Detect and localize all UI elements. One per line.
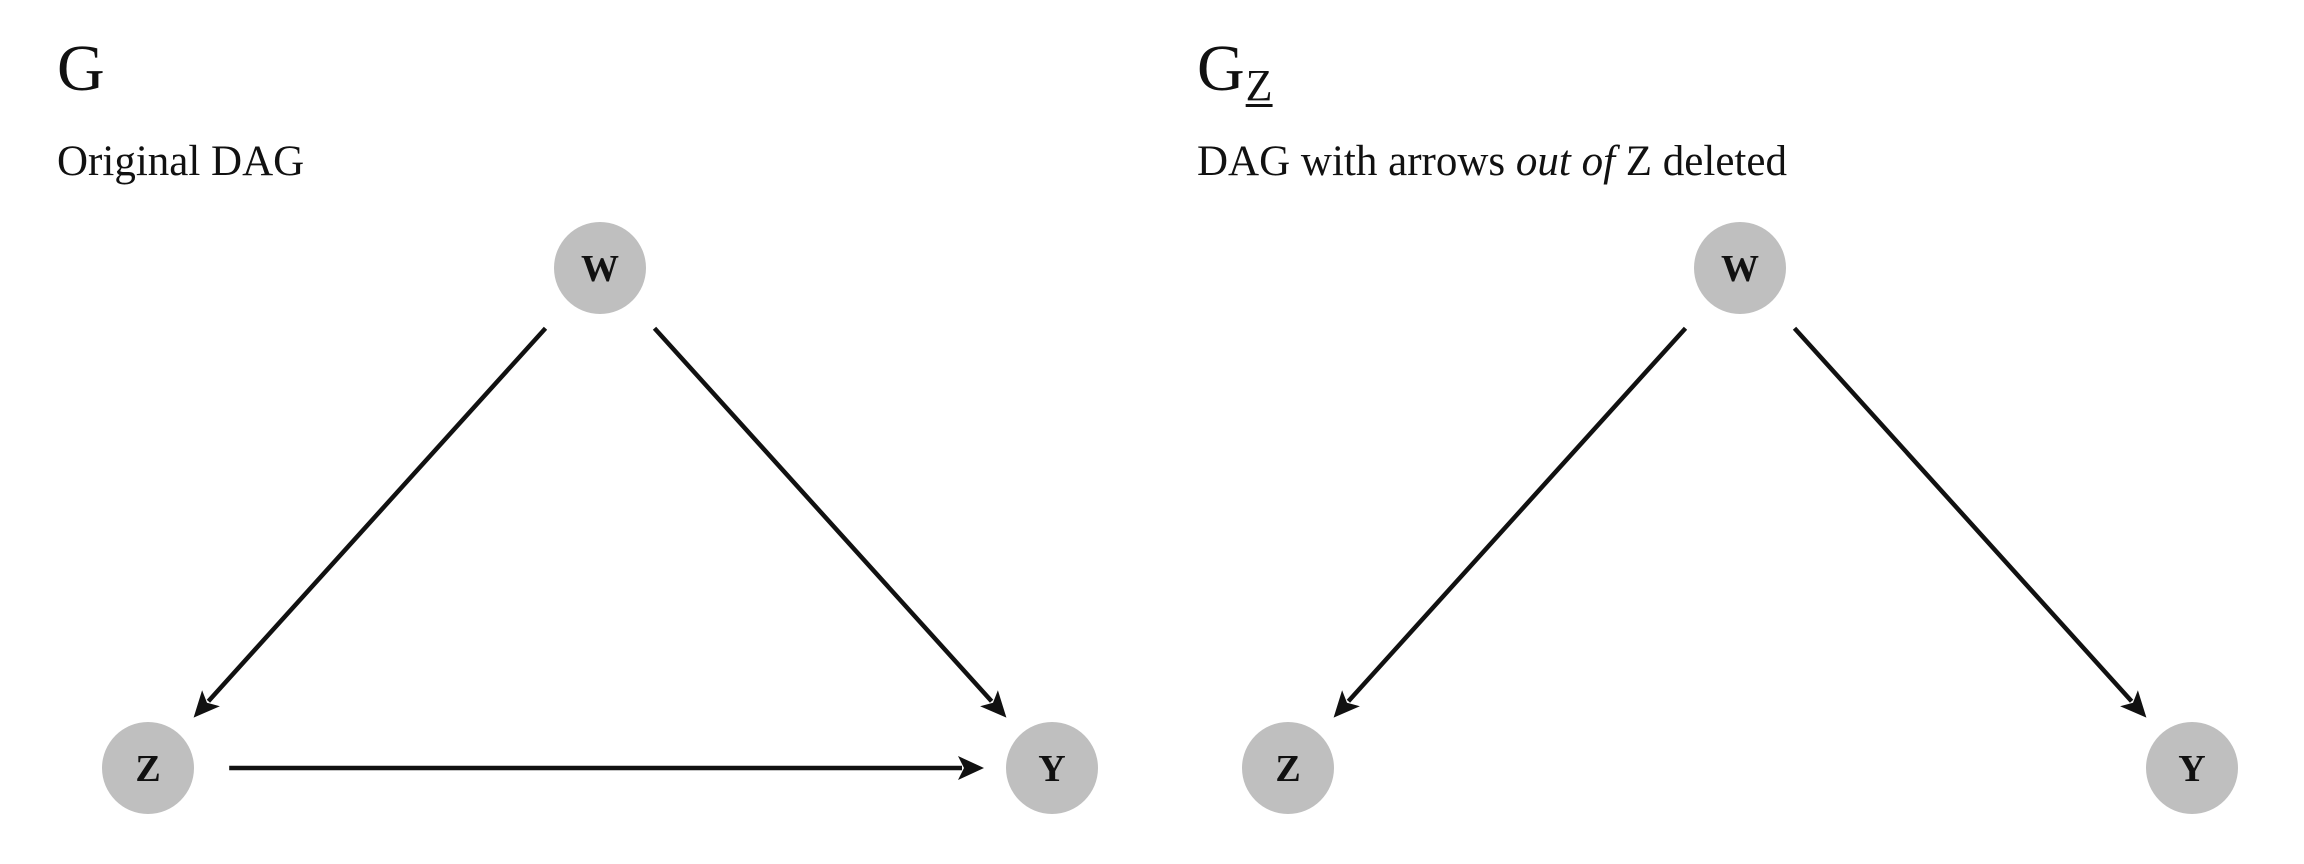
dag-graph: W Z Y [102, 222, 1098, 814]
node-w: W [554, 222, 646, 314]
node-label: Z [135, 748, 160, 790]
edge-w-to-z [193, 326, 548, 718]
node-label: Y [1038, 748, 1065, 790]
title-main: G [1197, 32, 1245, 105]
node-label: W [1721, 248, 1759, 290]
caption-part-3: Z deleted [1615, 138, 1787, 185]
panel-caption: Original DAG [57, 140, 304, 183]
arrowhead-icon [980, 690, 1007, 718]
title-main: G [57, 32, 105, 105]
node-z: Z [1242, 722, 1334, 814]
node-circle [1242, 722, 1334, 814]
dag-graph: W Z Y [1242, 222, 2238, 814]
edge-w-to-y [1792, 326, 2147, 718]
edge-z-to-y [229, 756, 984, 780]
edge-line [1792, 326, 2134, 703]
node-label: W [581, 248, 619, 290]
node-y: Y [2146, 722, 2238, 814]
arrowhead-icon [1333, 690, 1360, 718]
edge-w-to-z [1333, 326, 1688, 718]
node-w: W [1694, 222, 1786, 314]
panel-original-dag: G Original DAG W Z Y [0, 0, 1140, 864]
panel-title: G [57, 36, 106, 102]
node-y: Y [1006, 722, 1098, 814]
node-z: Z [102, 722, 194, 814]
arrowhead-icon [958, 756, 984, 780]
caption-part-1: DAG with arrows [1197, 138, 1516, 185]
title-subscript: Z [1245, 61, 1273, 110]
node-label: Z [1275, 748, 1300, 790]
node-circle [2146, 722, 2238, 814]
node-label: Y [2178, 748, 2205, 790]
panel-caption: DAG with arrows out of Z deleted [1197, 140, 1787, 183]
node-circle [102, 722, 194, 814]
arrowhead-icon [193, 690, 220, 718]
edge-line [206, 326, 548, 703]
panel-title: GZ [1197, 36, 1273, 108]
arrowhead-icon [2120, 690, 2147, 718]
node-circle [1006, 722, 1098, 814]
caption-part-2: out of [1515, 138, 1616, 185]
edge-line [652, 326, 994, 703]
node-circle [1694, 222, 1786, 314]
edge-line [1346, 326, 1688, 703]
edge-w-to-y [652, 326, 1007, 718]
node-circle [554, 222, 646, 314]
caption-part-1: Original DAG [57, 138, 305, 185]
